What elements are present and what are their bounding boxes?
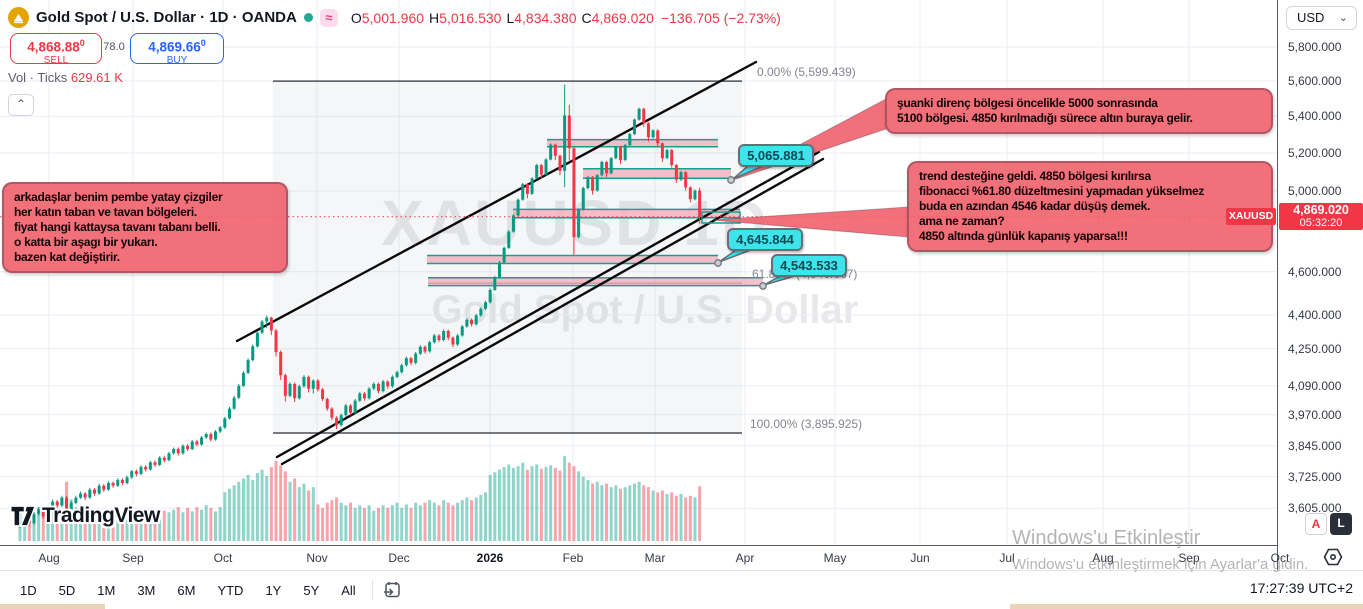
symbol-logo-icon[interactable] [8, 7, 29, 28]
range-button-1y[interactable]: 1Y [265, 582, 282, 598]
candles-layer [18, 84, 702, 529]
range-button-all[interactable]: All [341, 582, 356, 598]
price-tick: 3,845.000 [1288, 438, 1342, 453]
sell-button[interactable]: 4,868.880 SELL [10, 33, 102, 66]
price-tick: 4,400.000 [1288, 307, 1342, 322]
buy-label: BUY [166, 54, 188, 66]
price-callout-label[interactable]: 4,543.533 [771, 254, 847, 277]
sell-label: SELL [43, 54, 69, 66]
time-tick: Mar [644, 551, 666, 565]
annotation-note[interactable]: arkadaşlar benim pembe yatay çizgiler he… [2, 182, 288, 273]
time-tick: May [823, 551, 847, 565]
time-tick: Sep [122, 551, 144, 565]
supply-demand-zones [427, 138, 763, 287]
price-callout-label[interactable]: 4,645.844 [727, 228, 803, 251]
time-tick: 2026 [476, 551, 504, 565]
chevron-down-icon: ⌄ [1338, 12, 1348, 24]
bar-countdown: 05:32:20 [1299, 217, 1343, 229]
taskbar-strip-right [1010, 604, 1363, 609]
time-tick: Nov [306, 551, 328, 565]
price-tick: 4,250.000 [1288, 341, 1342, 356]
range-button-5d[interactable]: 5D [58, 582, 76, 598]
time-tick: Aug [38, 551, 60, 565]
fib-level-label: 100.00% (3,895.925) [750, 416, 863, 431]
price-tick: 4,090.000 [1288, 378, 1342, 393]
market-open-dot-icon [303, 13, 313, 22]
sell-price-sup: 0 [79, 38, 85, 48]
last-price-tag: 4,869.020 05:32:20 [1279, 203, 1363, 230]
price-tick: 3,725.000 [1288, 469, 1342, 484]
price-tick: 4,600.000 [1288, 264, 1342, 279]
time-tick: Jul [999, 551, 1015, 565]
time-tick: Oct [1270, 551, 1290, 565]
clock[interactable]: 17:27:39 UTC+2 [1249, 580, 1353, 596]
volume-value: 629.61 K [70, 70, 123, 85]
windows-activate-watermark: Windows'u Etkinleştir [1012, 527, 1201, 549]
annotation-note[interactable]: trend desteğine geldi. 4850 bölgesi kırı… [907, 161, 1273, 252]
range-button-ytd[interactable]: YTD [217, 582, 244, 598]
time-tick: Jun [910, 551, 930, 565]
time-tick: Feb [562, 551, 584, 565]
log-scale-button[interactable]: L [1330, 513, 1352, 535]
trend-channel-lines [235, 60, 825, 466]
buy-price: 4,869.66 [148, 39, 201, 55]
price-callout-label[interactable]: 5,065.881 [738, 144, 814, 167]
time-axis[interactable]: Aug Sep Oct Nov Dec 2026 Feb Mar Apr May Jun Jul Aug… [0, 545, 1289, 570]
range-button-6m[interactable]: 6M [177, 582, 196, 598]
chart-header: Gold Spot / U.S. Dollar · 1D · OANDA ≈ O… [8, 7, 781, 28]
sell-price: 4,868.88 [27, 39, 80, 55]
price-tick: 5,400.000 [1288, 109, 1342, 124]
ohlc-item: O5,001.960 [350, 9, 425, 26]
price-tick: 3,970.000 [1288, 407, 1342, 422]
spread-value: 78.0 [103, 41, 125, 53]
price-tick: 5,200.000 [1288, 145, 1342, 160]
price-axis[interactable]: USD ⌄ 5,800.000 5,600.000 5,400.000 5,200.0… [1277, 0, 1363, 570]
range-button-1m[interactable]: 1M [97, 582, 116, 598]
collapse-panel-button[interactable]: ⌃ [8, 94, 34, 116]
ohlc-values: O5,001.960 H5,016.530 L4,834.380 C4,869.020 [351, 10, 654, 26]
divider [371, 580, 373, 600]
volume-bars [18, 456, 702, 542]
ohlc-item: L4,834.380 [506, 9, 577, 26]
buy-button[interactable]: 4,869.660 BUY [130, 33, 224, 66]
tradingview-logo-text: TradingView [42, 504, 160, 527]
ohlc-item: H5,016.530 [429, 9, 502, 26]
auto-scale-button[interactable]: A [1305, 513, 1327, 535]
date-range-buttons: 1D 5D 1M 3M 6M YTD 1Y 5Y All [12, 579, 364, 602]
range-button-3m[interactable]: 3M [137, 582, 156, 598]
tradingview-logo[interactable]: TradingView [10, 504, 160, 528]
price-tick: 5,600.000 [1288, 74, 1342, 89]
bottom-toolbar: 1D 5D 1M 3M 6M YTD 1Y 5Y All 17:27:39 UTC+2 [0, 570, 1363, 609]
volume-label[interactable]: Vol · Ticks [8, 70, 68, 85]
time-tick: Dec [388, 551, 410, 565]
fib-level-label: 0.00% (5,599.439) [757, 65, 856, 80]
time-tick: Oct [213, 551, 233, 565]
go-to-date-button[interactable] [383, 581, 402, 600]
buy-price-sup: 0 [200, 38, 206, 48]
price-tick: 5,800.000 [1288, 40, 1342, 54]
ohlc-item: C4,869.020 [581, 9, 654, 26]
windows-activate-hint: Windows'u etkinleştirmek için Ayarlar'a … [1012, 556, 1309, 573]
symbol-name-watermark: Gold Spot / U.S. Dollar [432, 288, 859, 332]
time-tick: Aug [1092, 551, 1114, 565]
taskbar-strip-left [0, 604, 105, 609]
range-button-1d[interactable]: 1D [20, 582, 37, 598]
last-price-value: 4,869.020 [1293, 203, 1349, 217]
symbol-title[interactable]: Gold Spot / U.S. Dollar · 1D · OANDA [36, 9, 297, 26]
price-tick: 3,605.000 [1288, 501, 1342, 516]
currency-value: USD [1297, 10, 1325, 25]
hexagon-settings-icon[interactable] [1323, 548, 1343, 566]
volume-indicator: Vol · Ticks 629.61 K [8, 70, 123, 85]
range-button-5y[interactable]: 5Y [303, 582, 320, 598]
change-value: −136.705 (−2.73%) [660, 9, 781, 26]
symbol-price-line-tag: XAUUSD [1226, 208, 1276, 225]
wave-badge-icon[interactable]: ≈ [319, 8, 338, 27]
time-tick: Sep [1178, 551, 1200, 565]
time-tick: Apr [735, 551, 755, 565]
currency-dropdown[interactable]: USD ⌄ [1286, 6, 1357, 30]
price-tick: 5,000.000 [1288, 183, 1342, 198]
tradingview-mark-icon [10, 505, 36, 527]
annotation-note[interactable]: şuanki direnç bölgesi öncelikle 5000 son… [885, 88, 1273, 134]
